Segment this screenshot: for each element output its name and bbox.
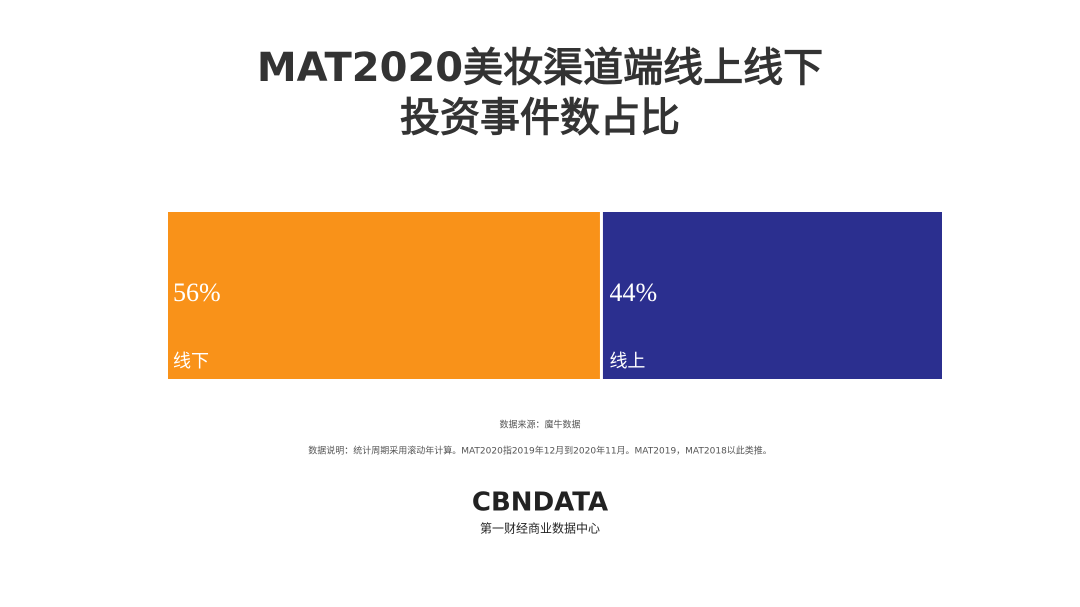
data-label: 56%: [173, 278, 221, 307]
chart-title: 投资事件数占比: [400, 95, 680, 141]
note: 数据说明：统计周期采用滚动年计算。MAT2020指2019年12月到2020年1…: [308, 445, 772, 457]
bar-segment: [602, 212, 942, 379]
bar-segment: [168, 212, 600, 379]
legend-label: 线下: [173, 351, 209, 372]
source: 数据来源：魔牛数据: [499, 419, 580, 431]
logo-tagline: 第一财经商业数据中心: [480, 521, 600, 536]
data-label: 44%: [609, 278, 657, 307]
legend-label: 线上: [609, 351, 645, 372]
chart-title: MAT2020美妆渠道端线上线下: [257, 45, 823, 91]
logo: CBNDATA: [472, 488, 608, 518]
